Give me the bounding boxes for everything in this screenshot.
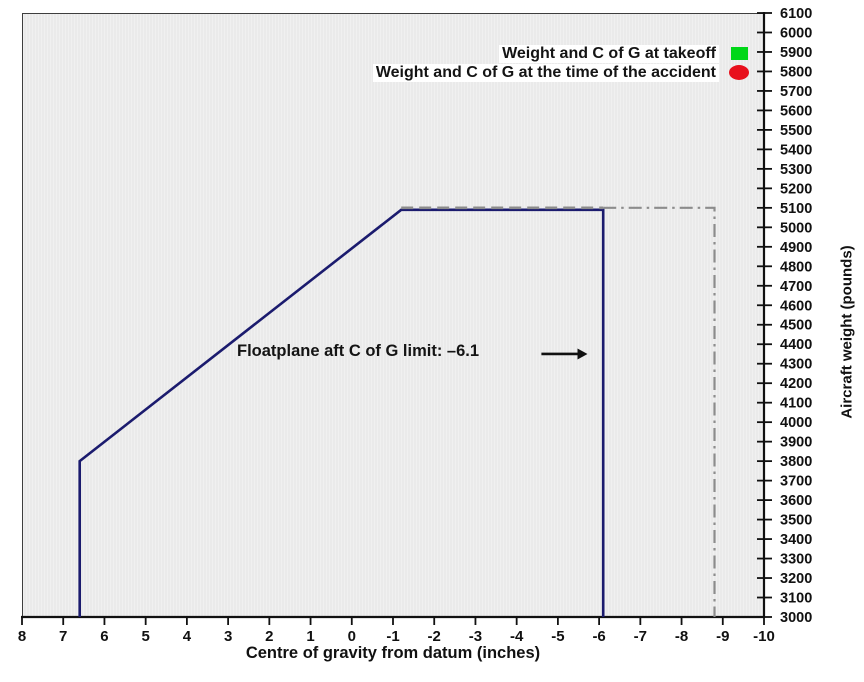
y-tick-label: 5400 [780, 142, 812, 158]
y-tick-label: 3500 [780, 513, 812, 529]
x-tick-label: -6 [592, 628, 605, 645]
y-tick-label: 3400 [780, 532, 812, 548]
x-tick-label: 8 [18, 628, 26, 645]
legend-row-accident: Weight and C of G at the time of the acc… [372, 63, 750, 82]
axis-ticks: 8 7 6 5 4 3 2 1 0 -1 -2 -3 -4 -5 -6 -7 -8 -9 -10 6100 6000 59… [18, 6, 812, 645]
y-tick-label: 3700 [780, 474, 812, 490]
x-tick-label: 4 [183, 628, 192, 645]
x-tick-label: -4 [510, 628, 524, 645]
y-tick-label: 5000 [780, 220, 812, 236]
x-tick-label: 2 [265, 628, 273, 645]
y-tick-label: 4700 [780, 279, 812, 295]
y-tick-label: 6000 [780, 25, 812, 41]
y-axis-title: Aircraft weight (pounds) [838, 245, 856, 419]
y-tick-label: 5300 [780, 162, 812, 178]
y-tick-label: 6100 [780, 6, 812, 22]
annotation-arrow [541, 348, 588, 360]
y-tick-label: 3300 [780, 552, 812, 568]
x-tick-label: 6 [100, 628, 108, 645]
x-tick-label: -1 [386, 628, 399, 645]
y-tick-label: 4800 [780, 259, 812, 275]
y-tick-label: 4500 [780, 318, 812, 334]
x-tick-label: 3 [224, 628, 232, 645]
series-floatplane-envelope [78, 208, 605, 617]
y-tick-label: 3600 [780, 493, 812, 509]
plot-area [22, 13, 764, 617]
y-tick-label: 4600 [780, 298, 812, 314]
x-tick-label: 7 [59, 628, 67, 645]
y-tick-label: 4900 [780, 240, 812, 256]
series-extended-envelope-dashdot [603, 206, 716, 617]
accident-circle-marker-icon [729, 65, 749, 80]
aft-limit-annotation: Floatplane aft C of G limit: –6.1 [237, 342, 480, 360]
y-tick-label: 5200 [780, 181, 812, 197]
y-tick-label: 3900 [780, 435, 812, 451]
legend: Weight and C of G at takeoff Weight and … [372, 44, 750, 82]
data-series [78, 206, 716, 617]
x-tick-label: -3 [469, 628, 482, 645]
x-tick-label: -8 [675, 628, 688, 645]
y-tick-label: 4000 [780, 415, 812, 431]
x-tick-label: 0 [348, 628, 356, 645]
legend-label-takeoff: Weight and C of G at takeoff [499, 44, 719, 63]
y-tick-label: 3000 [780, 610, 812, 626]
takeoff-square-marker-icon [730, 47, 748, 60]
y-tick-label: 3100 [780, 591, 812, 607]
legend-marker-box [728, 47, 750, 60]
y-tick-label: 5600 [780, 103, 812, 119]
x-tick-label: -5 [551, 628, 564, 645]
x-tick-label: 1 [306, 628, 314, 645]
legend-marker-box [728, 65, 750, 80]
y-tick-label: 3200 [780, 571, 812, 587]
x-tick-label: -7 [634, 628, 647, 645]
arrow-head-icon [577, 348, 588, 360]
legend-label-accident: Weight and C of G at the time of the acc… [372, 63, 719, 82]
y-tick-label: 5100 [780, 201, 812, 217]
x-tick-label: -10 [753, 628, 775, 645]
y-tick-label: 5500 [780, 123, 812, 139]
x-tick-label: -9 [716, 628, 729, 645]
y-tick-label: 5800 [780, 64, 812, 80]
y-tick-label: 4200 [780, 376, 812, 392]
legend-row-takeoff: Weight and C of G at takeoff [373, 44, 750, 63]
y-tick-label: 5900 [780, 45, 812, 61]
y-tick-label: 5700 [780, 84, 812, 100]
y-tick-label: 4300 [780, 357, 812, 373]
axes [21, 12, 766, 619]
y-tick-label: 3800 [780, 454, 812, 470]
x-tick-label: -2 [428, 628, 441, 645]
y-tick-label: 4100 [780, 396, 812, 412]
x-axis-title: Centre of gravity from datum (inches) [245, 644, 541, 662]
y-tick-label: 4400 [780, 337, 812, 353]
x-tick-label: 5 [141, 628, 149, 645]
